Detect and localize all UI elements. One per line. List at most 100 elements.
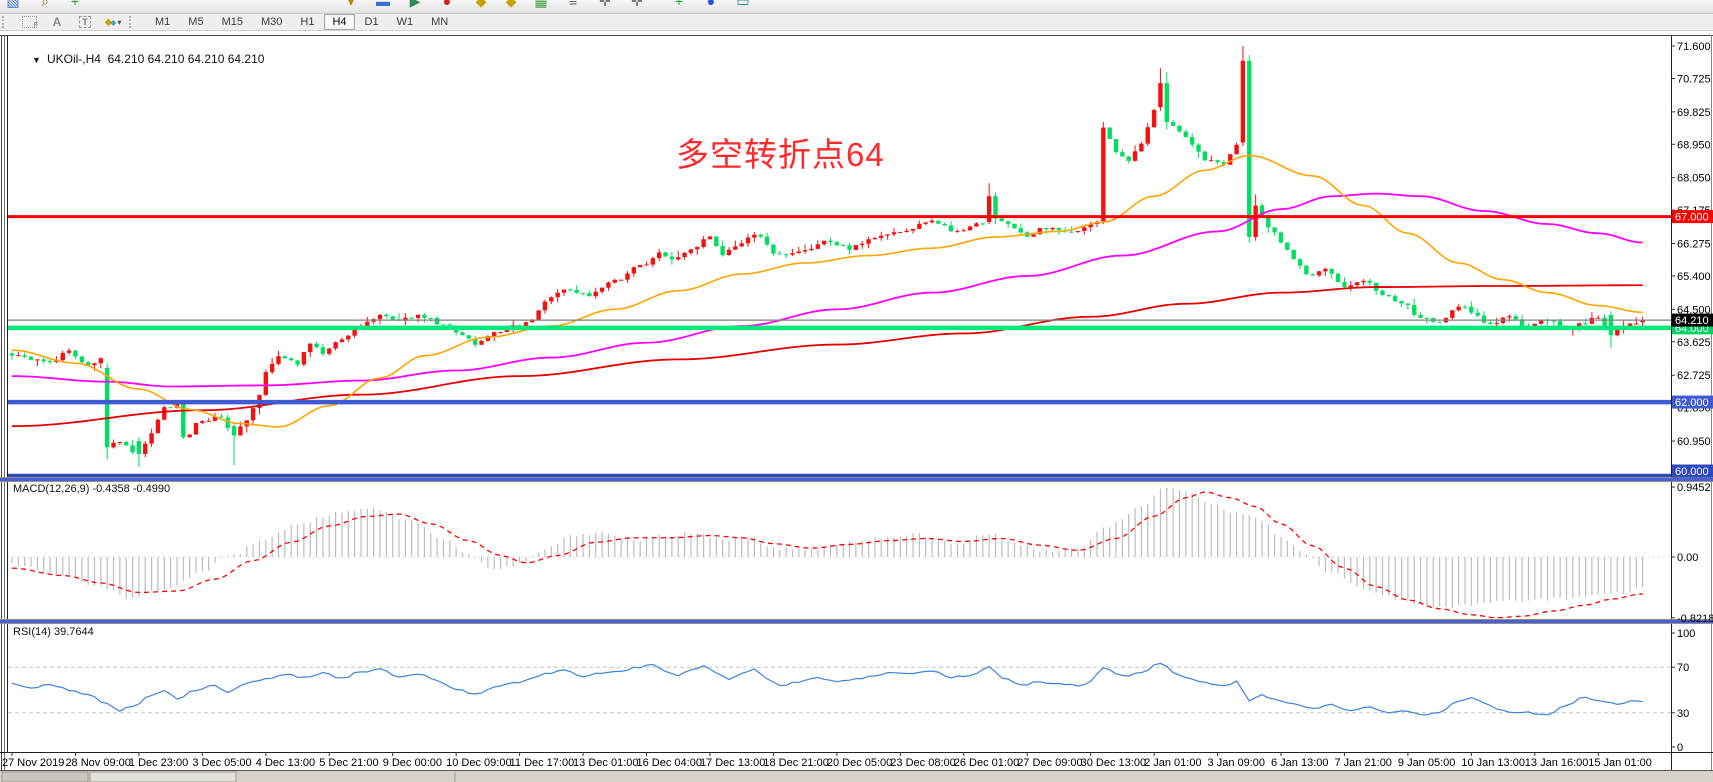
tf-button-MN[interactable]: MN [431, 16, 449, 28]
toolbar-icon[interactable]: + [70, 0, 80, 9]
time-label: 4 Dec 13:00 [256, 757, 315, 769]
f-badge: F [33, 22, 38, 29]
collapse-arrow-icon[interactable]: ▼ [32, 55, 41, 65]
price-axis: 71.60070.72569.82568.95068.05067.17566.2… [1671, 41, 1711, 448]
price-tag-label: 67.000 [1675, 212, 1709, 224]
tf-button-D1[interactable]: D1 [364, 16, 379, 28]
horizontal-lines [8, 215, 1671, 479]
toolbar-icon[interactable]: + [674, 0, 684, 9]
axis-label: 68.950 [1677, 139, 1711, 151]
rsi-panel [8, 662, 1671, 716]
chart-tabs-bar [0, 771, 1713, 782]
toolbar-icon[interactable]: ✛ [631, 0, 643, 9]
toolbar-drawing-and-timeframes: F A T ◆◆ ▾ M1 M5 M15 M30 H1 H4 D1 W1 MN [0, 14, 1713, 31]
ma-medium-magenta [11, 192, 1643, 388]
toolbar-icon[interactable]: ▬ [376, 0, 390, 9]
price-tag-64.210: 64.210 [1672, 313, 1713, 327]
time-label: 16 Dec 04:00 [637, 757, 702, 769]
toolbar-icon[interactable]: ✛ [599, 0, 611, 9]
panel-separator [0, 619, 1713, 624]
toolbar-icon[interactable]: ▧ [6, 0, 20, 9]
price-tag-62.000: 62.000 [1672, 395, 1713, 409]
axis-label: 30 [1677, 708, 1689, 720]
text-tool-button[interactable]: A [52, 15, 62, 29]
time-label: 3 Jan 09:00 [1208, 757, 1266, 769]
panel-separator [0, 477, 1713, 482]
rsi-line [11, 662, 1643, 716]
time-label: 2 Jan 01:00 [1144, 757, 1202, 769]
toolbar-icon[interactable]: ● [706, 0, 716, 9]
time-label: 13 Dec 01:00 [573, 757, 638, 769]
toolbar-drag-handle[interactable] [2, 16, 13, 28]
chart-tab[interactable] [1, 771, 89, 782]
toolbar-icon[interactable]: ▦ [534, 0, 548, 9]
toolbar-main: ▧ ⌕ + ▾ ▬ ▶ ● ◆ ◆ ▦ ≡ ✛ ✛ + ● ▭ [0, 0, 1713, 14]
selection-tool-button[interactable]: F [17, 15, 41, 29]
time-label: 20 Dec 05:00 [827, 757, 892, 769]
toolbar-icon[interactable]: ≡ [568, 0, 578, 9]
chart-tab[interactable] [89, 771, 237, 782]
axis-label: 65.400 [1677, 271, 1711, 283]
axis-label: 64.500 [1677, 304, 1711, 316]
dotted-rect-icon [21, 16, 37, 28]
axis-label: 63.625 [1677, 337, 1711, 349]
text-label-tool-button[interactable]: T [73, 15, 97, 29]
time-label: 3 Dec 05:00 [192, 757, 251, 769]
ma-fast-orange [11, 154, 1643, 428]
price-tag-60.000: 60.000 [1672, 464, 1713, 478]
shapes-dropdown-button[interactable]: ◆◆ ▾ [101, 15, 125, 29]
time-label: 10 Dec 09:00 [446, 757, 511, 769]
time-label: 18 Dec 21:00 [763, 757, 828, 769]
axis-label: 0.00 [1677, 552, 1698, 564]
toolbar-icon[interactable]: ▭ [736, 0, 750, 9]
tf-button-M30[interactable]: M30 [260, 16, 283, 28]
axis-label: 100 [1677, 628, 1695, 640]
price-chart-canvas[interactable]: 71.60070.72569.82568.95068.05067.17566.2… [0, 30, 1713, 782]
toolbar-icon[interactable]: ⌕ [41, 0, 49, 9]
toolbar-icon[interactable]: ◆ [505, 0, 517, 9]
time-label: 10 Jan 13:00 [1461, 757, 1525, 769]
time-label: 1 Dec 23:00 [129, 757, 188, 769]
price-tag-label: 60.000 [1675, 466, 1709, 478]
time-label: 6 Jan 13:00 [1271, 757, 1329, 769]
candles-layer [9, 46, 1645, 467]
time-label: 13 Jan 16:00 [1525, 757, 1589, 769]
axis-label: 66.275 [1677, 239, 1711, 251]
time-label: 23 Dec 08:00 [890, 757, 955, 769]
tf-button-H1[interactable]: H1 [300, 16, 315, 28]
time-label: 9 Jan 05:00 [1398, 757, 1456, 769]
tf-button-W1[interactable]: W1 [396, 16, 414, 28]
price-tag-label: 62.000 [1675, 397, 1709, 409]
time-label: 17 Dec 13:00 [700, 757, 765, 769]
macd-panel [8, 487, 1671, 619]
macd-signal-line [11, 491, 1643, 619]
tf-button-M15[interactable]: M15 [221, 16, 243, 28]
toolbar-icon[interactable]: ▶ [409, 0, 421, 9]
tf-button-M5[interactable]: M5 [188, 16, 204, 28]
time-axis: 27 Nov 2019 28 Nov 09:001 Dec 23:00 3 Dec … [0, 752, 1713, 771]
time-label: 9 Dec 00:00 [383, 757, 442, 769]
time-label: 30 Dec 13:00 [1081, 757, 1146, 769]
time-label: 27 Dec 09:00 [1017, 757, 1082, 769]
toolbar-drag-handle[interactable] [129, 16, 140, 28]
tf-button-H4[interactable]: H4 [324, 14, 355, 30]
axis-label: 70.725 [1677, 73, 1711, 85]
axis-label: 0 [1677, 742, 1683, 754]
axis-label: 60.950 [1677, 436, 1711, 448]
axis-label: -0.8218 [1677, 613, 1713, 625]
toolbar-icon[interactable]: ◆ [475, 0, 487, 9]
timeframe-buttons: M1 M5 M15 M30 H1 H4 D1 W1 MN [146, 14, 457, 30]
toolbar-icon[interactable]: ● [442, 0, 452, 9]
tf-button-M1[interactable]: M1 [155, 16, 171, 28]
price-tag-67.000: 67.000 [1672, 210, 1713, 224]
chart-window[interactable]: 71.60070.72569.82568.95068.05067.17566.2… [0, 30, 1713, 782]
price-tag-label: 64.210 [1675, 315, 1709, 327]
time-label: 5 Dec 21:00 [319, 757, 378, 769]
chevron-down-icon: ▾ [117, 17, 122, 27]
diamond-icon: ◆◆ [104, 16, 117, 28]
toolbar-icon[interactable]: ▾ [347, 0, 355, 9]
time-label: 28 Nov 09:00 [65, 757, 130, 769]
time-label: 15 Jan 01:00 [1588, 757, 1652, 769]
axis-label: 71.600 [1677, 41, 1711, 53]
